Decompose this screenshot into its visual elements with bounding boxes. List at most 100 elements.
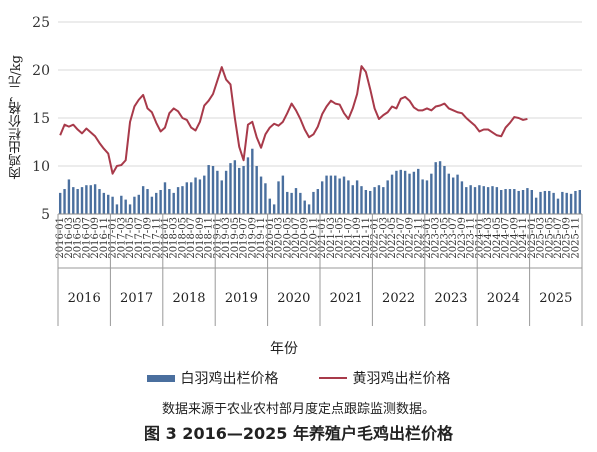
y-axis-label: 肉鸡出栏价格，元/kg xyxy=(8,54,24,180)
bar-white xyxy=(443,166,446,214)
year-label: 2025 xyxy=(539,291,572,306)
bar-white xyxy=(408,173,411,214)
legend-item-white: 白羽鸡出栏价格 xyxy=(146,368,279,388)
bar-white xyxy=(460,181,464,214)
x-tick-label: 2016-01 xyxy=(55,217,66,259)
source-note: 数据来源于农业农村部月度定点跟踪监测数据。 xyxy=(161,402,435,417)
bar-white xyxy=(543,190,547,214)
bar-white xyxy=(229,163,232,214)
x-tick-label: 2023-01 xyxy=(422,217,433,259)
x-tick-label: 2024-07 xyxy=(501,217,512,259)
bar-white xyxy=(526,188,529,214)
bar-white xyxy=(399,169,402,214)
bar-white xyxy=(102,192,106,214)
x-tick-label: 2024-11 xyxy=(518,217,529,259)
year-label: 2017 xyxy=(120,291,153,306)
figure-caption: 图 3 2016—2025 年养殖户毛鸡出栏价格 xyxy=(144,424,453,443)
x-tick-label: 2020-11 xyxy=(308,217,319,259)
bar-white xyxy=(128,204,132,214)
bar-white xyxy=(224,170,228,214)
x-tick-label: 2023-11 xyxy=(466,217,477,259)
bar-white xyxy=(120,195,123,214)
bar-white xyxy=(355,180,359,214)
bar-white xyxy=(312,191,315,214)
bar-white xyxy=(242,166,245,214)
bar-white xyxy=(307,204,311,214)
bar-white xyxy=(168,189,171,214)
x-tick-label: 2021-03 xyxy=(326,217,337,259)
bar-white xyxy=(316,189,320,214)
x-tick-label: 2021-11 xyxy=(361,217,372,259)
bar-white xyxy=(272,204,276,214)
bar-white xyxy=(281,175,285,214)
x-tick-label: 2021-01 xyxy=(317,217,328,259)
bar-white xyxy=(233,160,237,214)
x-tick-label: 2019-09 xyxy=(247,217,258,259)
x-tick-label: 2018-05 xyxy=(177,217,188,259)
x-tick-label: 2020-03 xyxy=(274,217,285,259)
x-tick-label: 2022-11 xyxy=(413,217,424,259)
bar-white xyxy=(517,190,520,214)
legend-label-white: 白羽鸡出栏价格 xyxy=(180,371,279,387)
bar-white xyxy=(447,173,451,214)
x-tick-label: 2021-07 xyxy=(343,217,354,259)
x-tick-label: 2025-09 xyxy=(562,217,573,259)
bar-white xyxy=(504,189,507,214)
x-tick-label: 2024-01 xyxy=(474,217,485,259)
x-tick-label: 2025-07 xyxy=(553,217,564,259)
bar-white xyxy=(89,185,92,214)
bar-white xyxy=(360,186,363,214)
x-tick-label: 2017-09 xyxy=(143,217,154,259)
bar-white xyxy=(556,198,560,214)
bar-white xyxy=(159,190,162,214)
bar-white xyxy=(578,190,582,214)
year-label: 2016 xyxy=(68,291,101,306)
bar-white xyxy=(176,187,180,214)
bar-white xyxy=(299,192,302,214)
bar-white xyxy=(124,199,127,214)
bar-white xyxy=(456,174,459,214)
bar-white xyxy=(495,187,499,214)
x-tick-label: 2022-09 xyxy=(405,217,416,259)
bar-white xyxy=(552,192,555,214)
bar-white xyxy=(539,191,542,214)
x-tick-label: 2025-03 xyxy=(536,217,547,259)
x-tick-label: 2021-05 xyxy=(335,217,346,259)
x-tick-label: 2016-11 xyxy=(99,217,110,259)
bar-white xyxy=(351,185,354,214)
bar-white xyxy=(412,171,416,214)
bar-white xyxy=(137,194,140,214)
x-tick-label: 2018-03 xyxy=(169,217,180,259)
bar-white xyxy=(251,148,254,214)
x-tick-label: 2023-09 xyxy=(457,217,468,259)
year-label: 2021 xyxy=(330,291,363,306)
bar-white xyxy=(508,189,512,214)
x-tick-label: 2025-01 xyxy=(527,217,538,259)
bar-white xyxy=(172,192,175,214)
bar-white xyxy=(329,175,333,214)
bar-white xyxy=(425,180,429,214)
year-label: 2019 xyxy=(225,291,258,306)
x-tick-label: 2025-11 xyxy=(570,217,581,259)
line-yellow xyxy=(59,65,528,175)
bar-white xyxy=(561,191,564,214)
bar-white xyxy=(150,196,154,214)
x-tick-label: 2023-03 xyxy=(431,217,442,259)
bar-white xyxy=(465,187,468,214)
bar-white xyxy=(320,181,324,214)
x-tick-label: 2020-07 xyxy=(291,217,302,259)
bar-white xyxy=(141,186,145,214)
bar-white xyxy=(325,175,328,214)
bar-white xyxy=(268,198,271,214)
year-label: 2023 xyxy=(434,291,467,306)
bar-white xyxy=(98,189,101,214)
x-tick-label: 2024-03 xyxy=(483,217,494,259)
bar-white xyxy=(334,175,337,214)
bar-white xyxy=(382,187,385,214)
x-tick-label: 2019-07 xyxy=(239,217,250,259)
bar-white xyxy=(63,189,66,214)
chart-svg: 5101520252016-012016-032016-052016-07201… xyxy=(32,15,583,326)
year-label: 2024 xyxy=(487,291,520,306)
bar-white xyxy=(133,196,136,214)
legend-item-yellow: 黄羽鸡出栏价格 xyxy=(318,368,451,388)
